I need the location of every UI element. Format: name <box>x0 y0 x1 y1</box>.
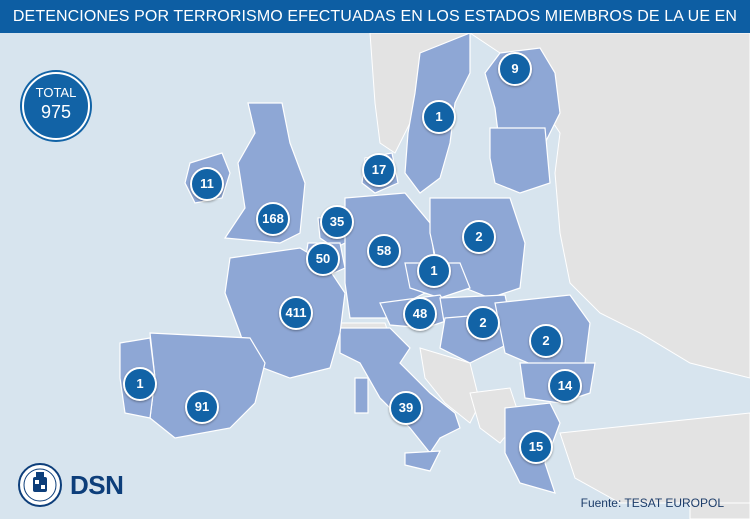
italy-shape <box>339 327 461 455</box>
bubble-czech-republic: 1 <box>417 254 451 288</box>
bubble-portugal: 1 <box>123 367 157 401</box>
bubble-greece: 15 <box>519 430 553 464</box>
bubble-belgium: 50 <box>306 242 340 276</box>
bubble-poland: 2 <box>462 220 496 254</box>
bubble-hungary: 2 <box>466 306 500 340</box>
middle-east <box>689 502 750 519</box>
bubble-sweden: 1 <box>422 100 456 134</box>
total-label: TOTAL <box>35 85 77 100</box>
bubble-germany: 58 <box>367 234 401 268</box>
bubble-netherlands: 35 <box>320 205 354 239</box>
source-note: Fuente: TESAT EUROPOL <box>580 496 724 510</box>
bubble-austria: 48 <box>403 297 437 331</box>
dsn-seal-icon <box>18 463 62 507</box>
bubble-france: 411 <box>279 296 313 330</box>
turkey <box>559 412 750 504</box>
total-badge: TOTAL 975 <box>22 72 90 140</box>
brand-name: DSN <box>70 470 124 500</box>
europe-map <box>0 33 750 519</box>
total-value: 975 <box>40 102 72 122</box>
sardinia-shape <box>354 377 369 414</box>
sicily-shape <box>404 450 441 472</box>
bubble-spain: 91 <box>185 390 219 424</box>
baltics-shape <box>489 127 551 194</box>
bubble-italy: 39 <box>389 391 423 425</box>
bubble-denmark: 17 <box>362 153 396 187</box>
bubble-finland: 9 <box>498 52 532 86</box>
bubble-romania: 2 <box>529 324 563 358</box>
bubble-ireland: 11 <box>190 167 224 201</box>
title-bar: DETENCIONES POR TERRORISMO EFECTUADAS EN… <box>0 0 750 58</box>
bubble-uk: 168 <box>256 202 290 236</box>
bubble-bulgaria: 14 <box>548 369 582 403</box>
